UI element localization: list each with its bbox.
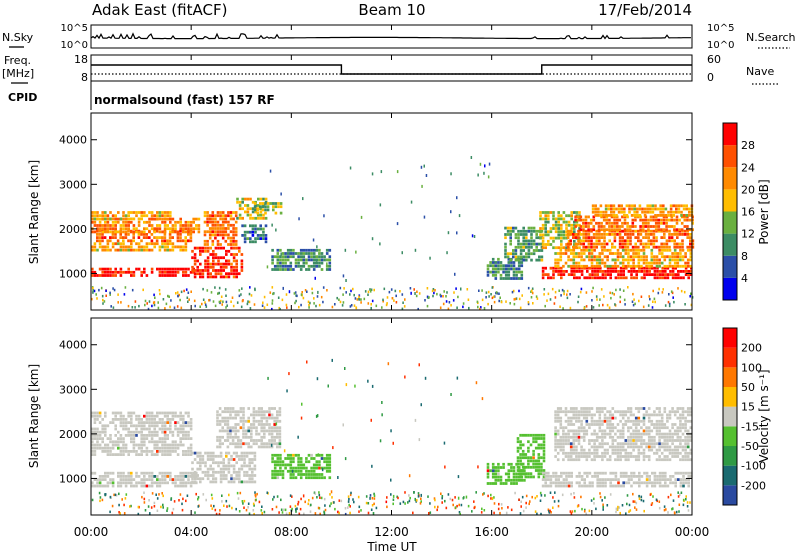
colorbar-segment [723,367,737,387]
ytick-label: 4000 [59,134,87,147]
colorbar-segment [723,167,737,190]
colorbar-segment [723,211,737,234]
colorbar-tick-label: 28 [741,139,755,152]
xtick-label: 12:00 [374,525,409,539]
xtick-label: 00:00 [675,525,710,539]
velocity-ylabel: Slant Range [km] [27,364,41,468]
freq-tick-bottom: 8 [81,71,88,84]
nsky-label: N.Sky [2,31,34,44]
nsearch-tick-top: 10^5 [707,23,734,34]
colorbar-tick-label: -50 [741,440,759,453]
colorbar-segment [723,406,737,427]
ytick-label: 3000 [59,178,87,191]
colorbar-tick-label: 15 [741,401,755,414]
colorbar-segment [723,255,737,278]
date-title: 17/Feb/2014 [598,1,692,19]
xtick-label: 16:00 [474,525,509,539]
ytick-label: 4000 [59,339,87,352]
time-axis-label: Time UT [366,540,417,554]
ytick-label: 1000 [59,267,87,280]
velocity-y-ticks: 1000 2000 3000 4000 [59,339,692,485]
power-colorbar: 4 8 12 16 20 24 28 [722,122,755,301]
power-ylabel: Slant Range [km] [27,160,41,264]
colorbar-segment [723,485,737,505]
colorbar-tick-label: -200 [741,479,766,492]
colorbar-segment [723,189,737,212]
colorbar-tick-label: 200 [741,342,762,355]
velocity-colorbar-label: Velocity [m s⁻¹] [757,369,771,462]
freq-trace [91,64,692,75]
station-title: Adak East (fitACF) [92,1,227,19]
colorbar-segment [723,277,737,300]
nave-label: Nave [746,65,774,78]
velocity-noise-cells [91,358,691,516]
colorbar-frame [722,122,738,301]
ytick-label: 2000 [59,428,87,441]
ytick-label: 3000 [59,383,87,396]
colorbar-segment [723,233,737,256]
colorbar-tick-label: 100 [741,361,762,374]
power-heatmap-cells [91,197,695,280]
colorbar-frame [722,327,738,506]
power-colorbar-label: Power [dB] [757,179,771,244]
colorbar-segment [723,465,737,486]
nave-tick-bottom: 0 [707,71,714,84]
beam-title: Beam 10 [358,1,425,19]
colorbar-tick-label: 16 [741,206,755,219]
colorbar-segment [723,123,737,146]
colorbar-tick-label: -15 [741,420,759,433]
colorbar-tick-label: 8 [741,250,748,263]
freq-tick-top: 18 [74,53,88,66]
nsearch-tick-bottom: 10^0 [707,40,734,51]
nsky-tick-top: 10^5 [61,23,88,34]
xtick-label: 20:00 [575,525,610,539]
xtick-label: 08:00 [274,525,309,539]
xtick-label: 00:00 [74,525,109,539]
nsky-trace [90,32,691,40]
power-noise-cells [91,156,694,311]
colorbar-segment [723,446,737,466]
colorbar-tick-label: 50 [741,381,755,394]
colorbar-tick-label: 20 [741,183,755,196]
cpid-label: CPID [8,91,37,104]
colorbar-segment [723,387,737,407]
ytick-label: 2000 [59,223,87,236]
freq-label: Freq. [4,54,31,67]
nave-tick-top: 60 [707,53,721,66]
freq-unit: [MHz] [2,67,34,80]
time-axis-ticks: 00:00 04:00 08:00 12:00 16:00 20:00 00:00 [74,25,710,539]
colorbar-tick-label: 4 [741,272,748,285]
power-y-ticks: 1000 2000 3000 4000 [59,134,692,280]
xtick-label: 04:00 [174,525,209,539]
nsky-tick-bottom: 10^0 [61,40,88,51]
colorbar-segment [723,347,737,368]
colorbar-segment [723,328,737,348]
colorbar-tick-label: 12 [741,228,755,241]
nsearch-label: N.Search [746,31,796,44]
colorbar-segment [723,145,737,168]
ytick-label: 1000 [59,472,87,485]
colorbar-tick-label: 24 [741,161,755,174]
colorbar-segment [723,426,737,446]
cpid-text: normalsound (fast) 157 RF [94,93,275,107]
velocity-colorbar: 200 100 50 15 -15 -50 -100 -200 [722,327,766,506]
velocity-heatmap-cells [91,407,693,488]
colorbar-tick-label: -100 [741,460,766,473]
